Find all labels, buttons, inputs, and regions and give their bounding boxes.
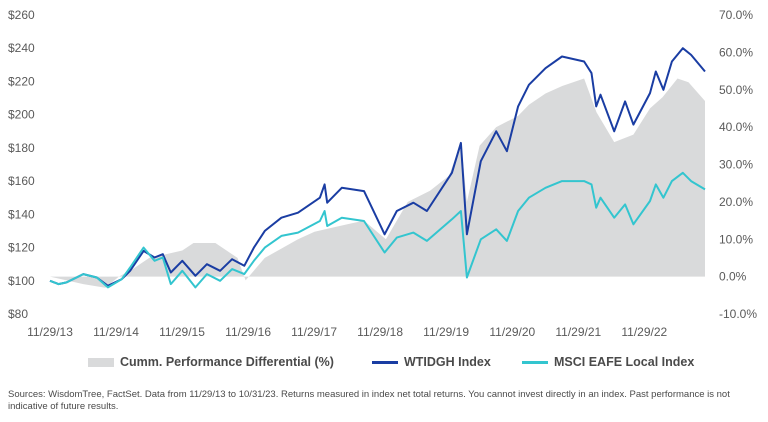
x-tick-label: 11/29/19 bbox=[423, 325, 469, 339]
right-tick-label: 70.0% bbox=[719, 8, 753, 22]
left-tick-label: $100 bbox=[8, 274, 35, 288]
left-tick-label: $260 bbox=[8, 8, 35, 22]
x-tick-label: 11/29/13 bbox=[27, 325, 73, 339]
x-tick-label: 11/29/18 bbox=[357, 325, 403, 339]
left-tick-label: $240 bbox=[8, 41, 35, 55]
right-tick-label: -10.0% bbox=[719, 307, 757, 321]
right-tick-label: 50.0% bbox=[719, 83, 753, 97]
left-tick-label: $80 bbox=[8, 307, 28, 321]
left-tick-label: $120 bbox=[8, 241, 35, 255]
legend-item-differential: Cumm. Performance Differential (%) bbox=[88, 355, 334, 369]
msci-eafe-line bbox=[49, 171, 706, 289]
source-footnote: Sources: WisdomTree, FactSet. Data from … bbox=[8, 389, 730, 412]
left-tick-label: $140 bbox=[8, 207, 35, 221]
performance-chart: $260$240$220$200$180$160$140$120$100$80 … bbox=[8, 8, 757, 339]
legend-swatch-differential bbox=[88, 357, 114, 367]
chart-legend: Cumm. Performance Differential (%) WTIDG… bbox=[0, 355, 768, 375]
right-axis-ticks: 70.0% 60.0% 50.0% 40.0% 30.0% 20.0% 10.0% 0.0% -… bbox=[719, 8, 757, 321]
right-tick-label: 40.0% bbox=[719, 120, 753, 134]
right-tick-label: 20.0% bbox=[719, 195, 753, 209]
x-tick-label: 11/29/20 bbox=[489, 325, 535, 339]
differential-area bbox=[50, 78, 705, 288]
x-axis-ticks: 11/29/13 11/29/14 11/29/15 11/29/16 11/29/17… bbox=[27, 325, 667, 339]
legend-swatch-msci-eafe bbox=[522, 360, 548, 364]
legend-label-msci-eafe: MSCI EAFE Local Index bbox=[554, 355, 695, 369]
legend-swatch-wtidgh bbox=[372, 360, 398, 364]
right-tick-label: 0.0% bbox=[719, 270, 747, 284]
left-tick-label: $200 bbox=[8, 108, 35, 122]
x-tick-label: 11/29/15 bbox=[159, 325, 205, 339]
legend-item-wtidgh: WTIDGH Index bbox=[372, 355, 491, 369]
right-tick-label: 10.0% bbox=[719, 232, 753, 246]
left-tick-label: $160 bbox=[8, 174, 35, 188]
legend-label-differential: Cumm. Performance Differential (%) bbox=[120, 355, 334, 369]
x-tick-label: 11/29/22 bbox=[621, 325, 667, 339]
legend-item-msci-eafe: MSCI EAFE Local Index bbox=[522, 355, 694, 369]
right-tick-label: 60.0% bbox=[719, 45, 753, 59]
x-tick-label: 11/29/21 bbox=[555, 325, 601, 339]
legend-label-wtidgh: WTIDGH Index bbox=[404, 355, 491, 369]
differential-area-layer bbox=[50, 78, 705, 288]
wtidgh-line bbox=[49, 47, 706, 287]
left-tick-label: $220 bbox=[8, 74, 35, 88]
index-lines-layer bbox=[49, 47, 706, 289]
left-axis-ticks: $260 $240 $220 $200 $180 $160 $140 $120 $100 $80 bbox=[8, 8, 35, 321]
right-tick-label: 30.0% bbox=[719, 158, 753, 172]
x-tick-label: 11/29/17 bbox=[291, 325, 337, 339]
left-tick-label: $180 bbox=[8, 141, 35, 155]
x-tick-label: 11/29/16 bbox=[225, 325, 271, 339]
x-tick-label: 11/29/14 bbox=[93, 325, 139, 339]
